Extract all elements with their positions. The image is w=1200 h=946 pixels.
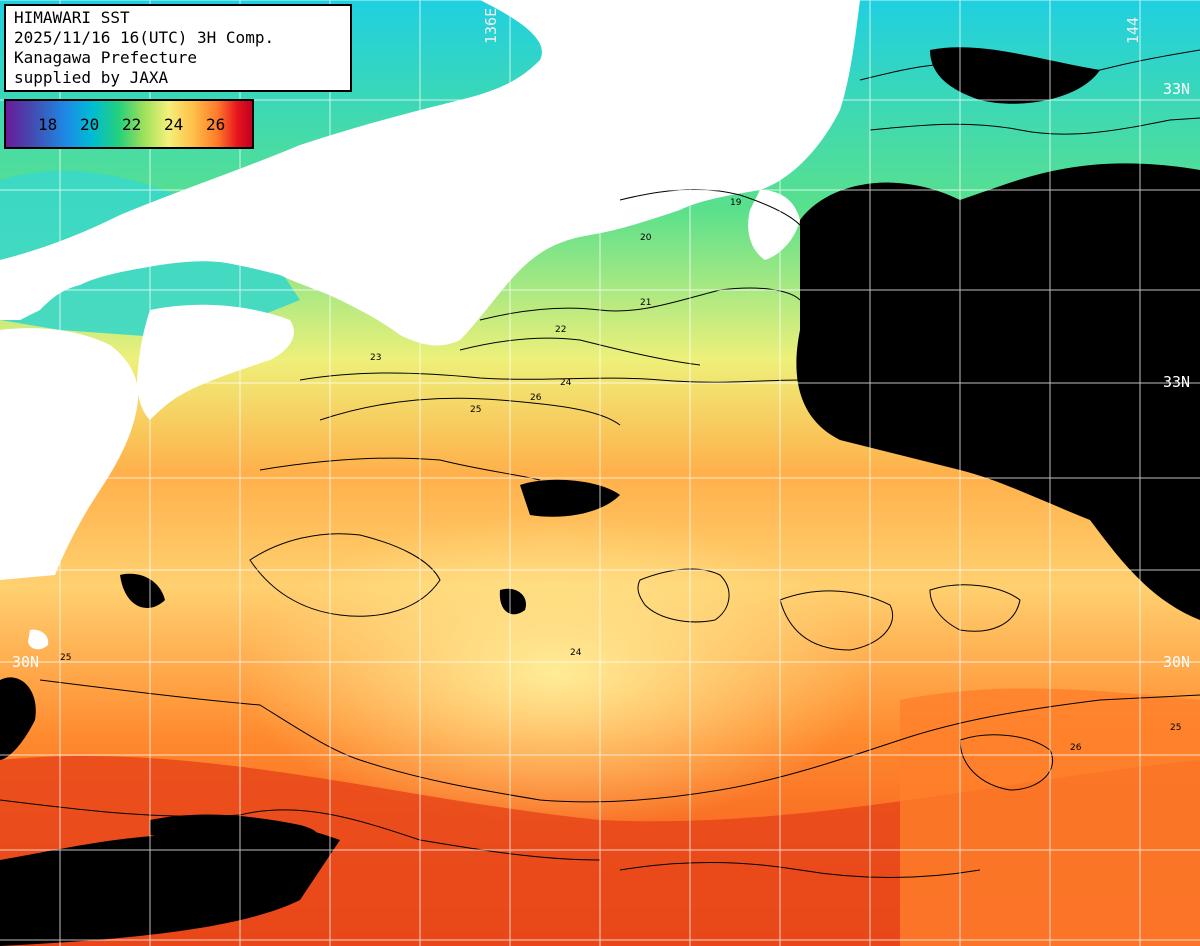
cloud-mask-patch-4 <box>0 677 36 760</box>
contour-label: 26 <box>1070 743 1082 753</box>
contour-label: 25 <box>470 405 481 415</box>
contour-label: 22 <box>555 325 566 335</box>
land-islet-west <box>28 629 49 650</box>
contour-label: 25 <box>1170 723 1181 733</box>
cloud-mask-patch-2 <box>499 588 526 615</box>
legend-tick: 26 <box>206 115 226 134</box>
contour-label: 23 <box>370 353 381 363</box>
land-izu-peninsula <box>748 190 800 260</box>
map-title-box: HIMAWARI SST 2025/11/16 16(UTC) 3H Comp.… <box>4 4 352 92</box>
legend-tick: 18 <box>38 115 58 134</box>
cloud-mask-east <box>796 163 1200 620</box>
cloud-mask-southwest <box>0 825 340 946</box>
lat-label-30-right: 30N <box>1163 653 1191 671</box>
legend-tick: 22 <box>122 115 142 134</box>
lat-label-33-top-right: 33N <box>1163 80 1191 98</box>
lon-label-east: 144 <box>1124 16 1142 44</box>
land-shikoku <box>137 304 294 420</box>
temperature-color-legend: 18 20 22 24 26 <box>4 99 254 149</box>
cloud-mask-northeast <box>930 47 1100 104</box>
cloud-mask-south <box>150 814 319 850</box>
legend-tick: 24 <box>164 115 184 134</box>
isotherm-contours <box>0 49 1200 878</box>
land-kyushu <box>0 328 139 580</box>
contour-value-labels: 26 25 24 23 22 21 20 19 24 25 25 26 <box>60 198 1181 753</box>
contour-label: 25 <box>60 653 71 663</box>
lat-label-33-left: 33 <box>10 373 29 391</box>
contour-label: 24 <box>570 648 582 658</box>
legend-tick: 20 <box>80 115 100 134</box>
title-credit: supplied by JAXA <box>14 68 169 87</box>
lat-label-33-right: 33N <box>1163 373 1191 391</box>
title-agency: Kanagawa Prefecture <box>14 48 198 67</box>
cloud-mask-patch-3 <box>120 573 165 608</box>
contour-label: 20 <box>640 233 652 243</box>
title-product: HIMAWARI SST <box>14 8 130 27</box>
lat-label-30-left: 30N <box>12 653 40 671</box>
land-honshu <box>0 0 860 346</box>
contour-label: 26 <box>530 393 542 403</box>
contour-label: 24 <box>560 378 572 388</box>
contour-label: 21 <box>640 298 651 308</box>
cloud-mask-patch-1 <box>520 479 620 517</box>
title-datetime: 2025/11/16 16(UTC) 3H Comp. <box>14 28 275 47</box>
lon-label-136: 136E <box>482 7 500 44</box>
contour-label: 19 <box>730 198 742 208</box>
